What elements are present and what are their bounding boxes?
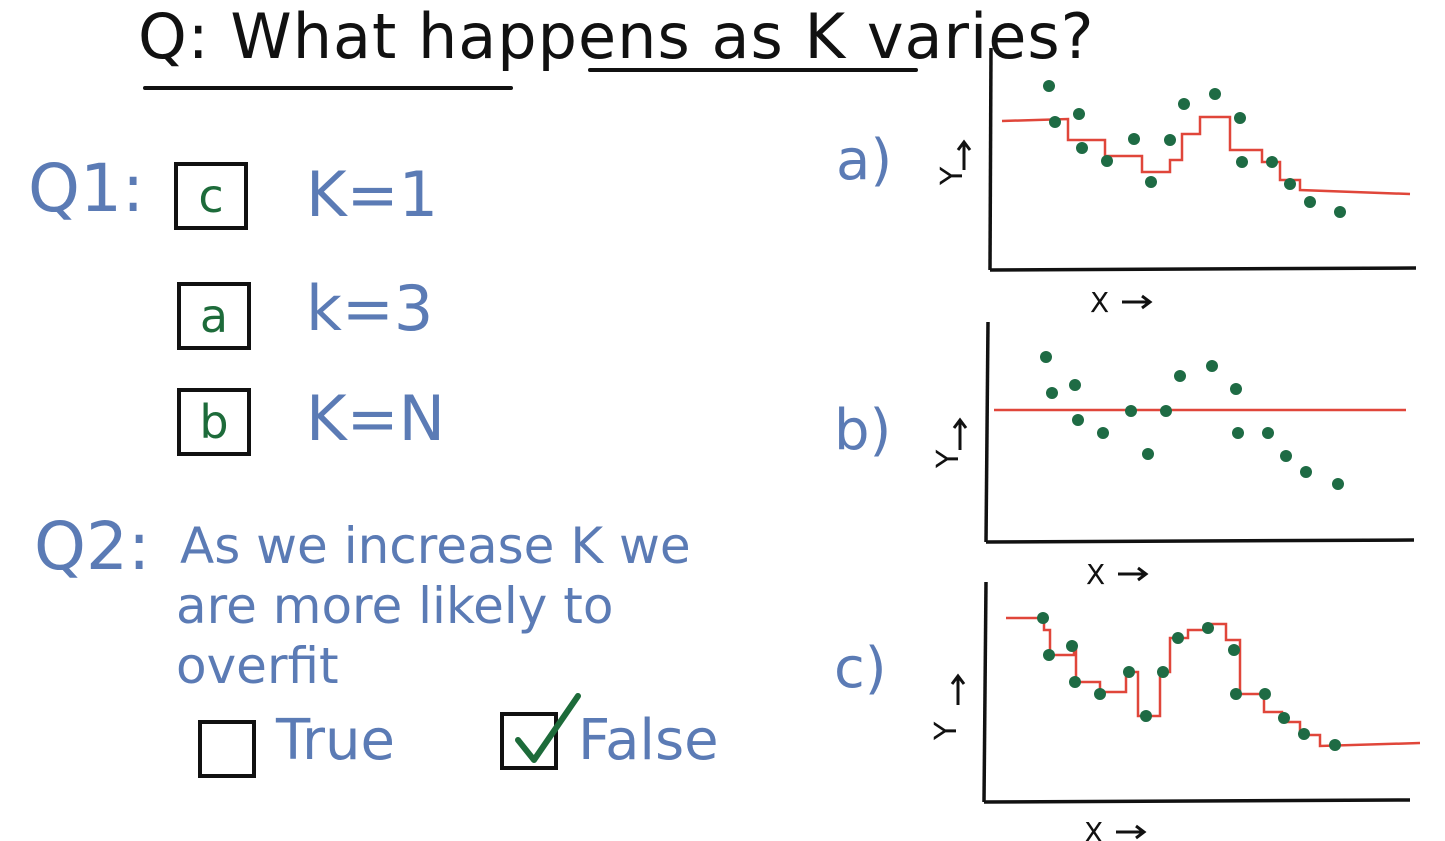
plot-a-fit-line: [1001, 115, 1411, 196]
plot-a-y-label: Y: [935, 166, 970, 186]
true-checkbox[interactable]: [198, 720, 256, 778]
q1-label: Q1:: [28, 150, 145, 227]
plot-b-label: b): [834, 398, 892, 463]
false-checkbox[interactable]: [500, 693, 581, 770]
true-label: True: [276, 708, 395, 773]
plot-c-points: [1037, 612, 1341, 751]
q1-answer-1: c: [198, 169, 224, 223]
plot-c-label: c): [834, 636, 887, 701]
plot-c-x-label: X: [1084, 816, 1103, 841]
q2-line-3: overfit: [176, 637, 339, 695]
plot-c-fit-line: [1006, 616, 1421, 748]
plot-a-y-axis: [988, 47, 993, 271]
plot-a-points: [1043, 80, 1346, 218]
check-mark-icon: [515, 693, 581, 763]
plot-a-x-arrow-icon: [1122, 294, 1153, 310]
q1-k-label-3: K=N: [306, 382, 445, 455]
plot-c-y-axis: [982, 581, 988, 803]
q2-line-1: As we increase K we: [180, 517, 691, 575]
plot-a-y-arrow-icon: [956, 139, 972, 170]
q1-k-label-1: K=1: [306, 158, 439, 231]
plot-b-x-arrow-icon: [1118, 566, 1149, 582]
plot-c: Y X: [929, 581, 1421, 841]
plot-c-x-arrow-icon: [1116, 824, 1147, 840]
plot-b-y-label: Y: [931, 449, 966, 469]
q2-label: Q2:: [34, 508, 151, 585]
plot-c-y-label: Y: [929, 721, 964, 741]
plot-a: Y X: [935, 47, 1417, 319]
plot-c-y-arrow-icon: [950, 673, 966, 705]
plot-b: Y X: [931, 321, 1415, 591]
q1-k-label-2: k=3: [306, 272, 434, 345]
plot-c-x-axis: [983, 798, 1411, 804]
question-title: Q: What happens as K varies?: [138, 0, 1095, 73]
plot-a-x-label: X: [1090, 286, 1109, 319]
q2-line-2: are more likely to: [176, 577, 614, 635]
q1-answer-3: b: [199, 395, 229, 449]
plot-b-x-axis: [985, 538, 1415, 544]
false-label: False: [578, 708, 719, 773]
q1-answer-2: a: [199, 289, 229, 343]
plot-a-label: a): [836, 128, 893, 193]
title-underline-left: [143, 86, 513, 90]
q1-answer-box-3[interactable]: b: [177, 388, 251, 456]
q1-answer-box-1[interactable]: c: [174, 162, 248, 230]
plot-b-x-label: X: [1086, 558, 1105, 591]
plot-b-y-axis: [984, 321, 990, 543]
plot-b-y-arrow-icon: [952, 417, 968, 450]
plot-b-points: [1040, 351, 1344, 490]
title-underline-right: [588, 68, 918, 72]
plot-a-x-axis: [989, 266, 1417, 272]
q1-answer-box-2[interactable]: a: [177, 282, 251, 350]
